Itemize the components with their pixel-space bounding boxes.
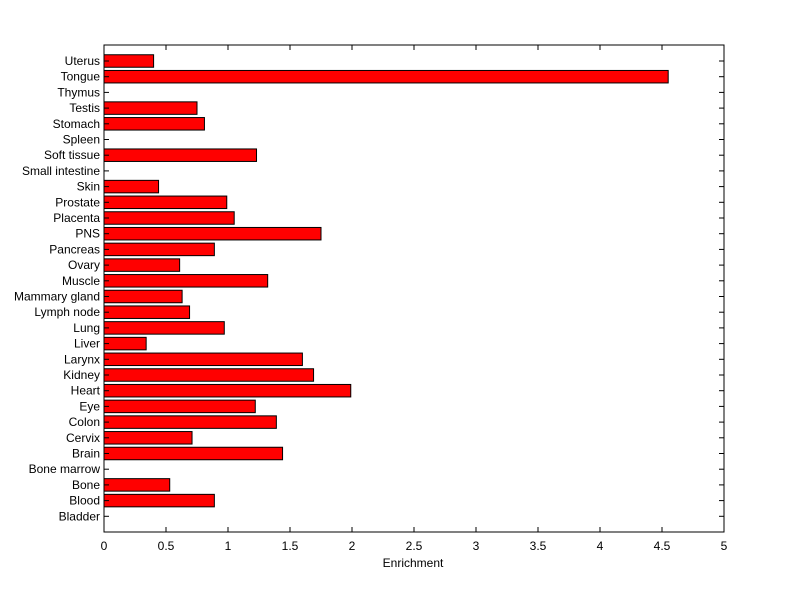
y-tick-label: Ovary: [68, 258, 100, 272]
x-tick-label: 0.5: [158, 539, 175, 553]
y-tick-label: Pancreas: [49, 242, 100, 256]
x-tick-label: 1.5: [282, 539, 299, 553]
y-tick-label: Muscle: [62, 274, 100, 288]
y-tick-label: Kidney: [63, 368, 100, 382]
bar-skin: [103, 179, 160, 194]
x-tick-label: 2: [349, 539, 356, 553]
x-axis-label: Enrichment: [383, 556, 444, 570]
y-tick-label: Stomach: [53, 117, 100, 131]
plot-frame: [103, 44, 725, 533]
y-tick-label: Thymus: [57, 85, 100, 99]
y-tick-label: Bladder: [59, 509, 100, 523]
y-tick-label: Eye: [79, 399, 100, 413]
y-tick-marks: [104, 60, 724, 517]
y-tick-label: Uterus: [65, 54, 100, 68]
x-tick-label: 0: [101, 539, 108, 553]
y-tick-label: Spleen: [63, 133, 100, 147]
y-tick-label: Liver: [74, 337, 100, 351]
y-tick-label: Brain: [72, 447, 100, 461]
y-tick-label: Heart: [71, 384, 101, 398]
y-tick-label: PNS: [75, 227, 100, 241]
bar-tongue: [103, 69, 669, 84]
bar-muscle: [103, 274, 269, 288]
y-tick-label: Bone marrow: [29, 462, 101, 476]
x-tick-label: 1: [225, 539, 232, 553]
bar-bone: [103, 478, 171, 492]
x-tick-label: 3: [473, 539, 480, 553]
x-tick-labels: 0 0.5 1 1.5 2 2.5 3 3.5 4 4.5 5: [101, 539, 728, 553]
x-tick-label: 4: [597, 539, 604, 553]
y-tick-label: Prostate: [55, 195, 100, 209]
y-tick-label: Tongue: [61, 70, 101, 84]
bar-eye: [103, 399, 256, 414]
bar-colon: [103, 415, 277, 429]
bar-liver: [103, 336, 147, 351]
y-tick-label: Lung: [73, 321, 100, 335]
bar-heart: [103, 383, 352, 398]
y-tick-label: Colon: [69, 415, 100, 429]
y-tick-label: Mammary gland: [14, 290, 100, 304]
bar-larynx: [103, 352, 303, 367]
y-tick-label: Soft tissue: [44, 148, 100, 162]
bar-lung: [103, 321, 225, 335]
bar-pancreas: [103, 242, 215, 257]
bar-ovary: [103, 258, 181, 272]
bar-pns: [103, 226, 322, 241]
bar-blood: [103, 493, 215, 508]
bar-testis: [103, 101, 198, 115]
bar-kidney: [103, 368, 315, 382]
bar-prostate: [103, 195, 228, 210]
bar-uterus: [103, 54, 155, 68]
bar-stomach: [103, 117, 205, 131]
x-tick-label: 3.5: [530, 539, 547, 553]
bar-cervix: [103, 431, 193, 445]
y-tick-label: Testis: [69, 101, 100, 115]
bar-brain: [103, 446, 284, 461]
x-tick-label: 2.5: [406, 539, 423, 553]
y-tick-label: Cervix: [66, 431, 100, 445]
y-tick-label: Larynx: [64, 352, 100, 366]
y-tick-label: Skin: [77, 180, 100, 194]
bar-mammary-gland: [103, 289, 183, 304]
bar-lymph-node: [103, 305, 191, 319]
y-tick-label: Lymph node: [34, 305, 100, 319]
bar-placenta: [103, 211, 235, 225]
x-tick-label: 4.5: [654, 539, 671, 553]
bar-soft-tissue: [103, 148, 258, 162]
y-tick-label: Placenta: [53, 211, 100, 225]
x-tick-label: 5: [721, 539, 728, 553]
y-tick-label: Small intestine: [22, 164, 100, 178]
y-tick-label: Blood: [69, 494, 100, 508]
y-tick-label: Bone: [72, 478, 100, 492]
